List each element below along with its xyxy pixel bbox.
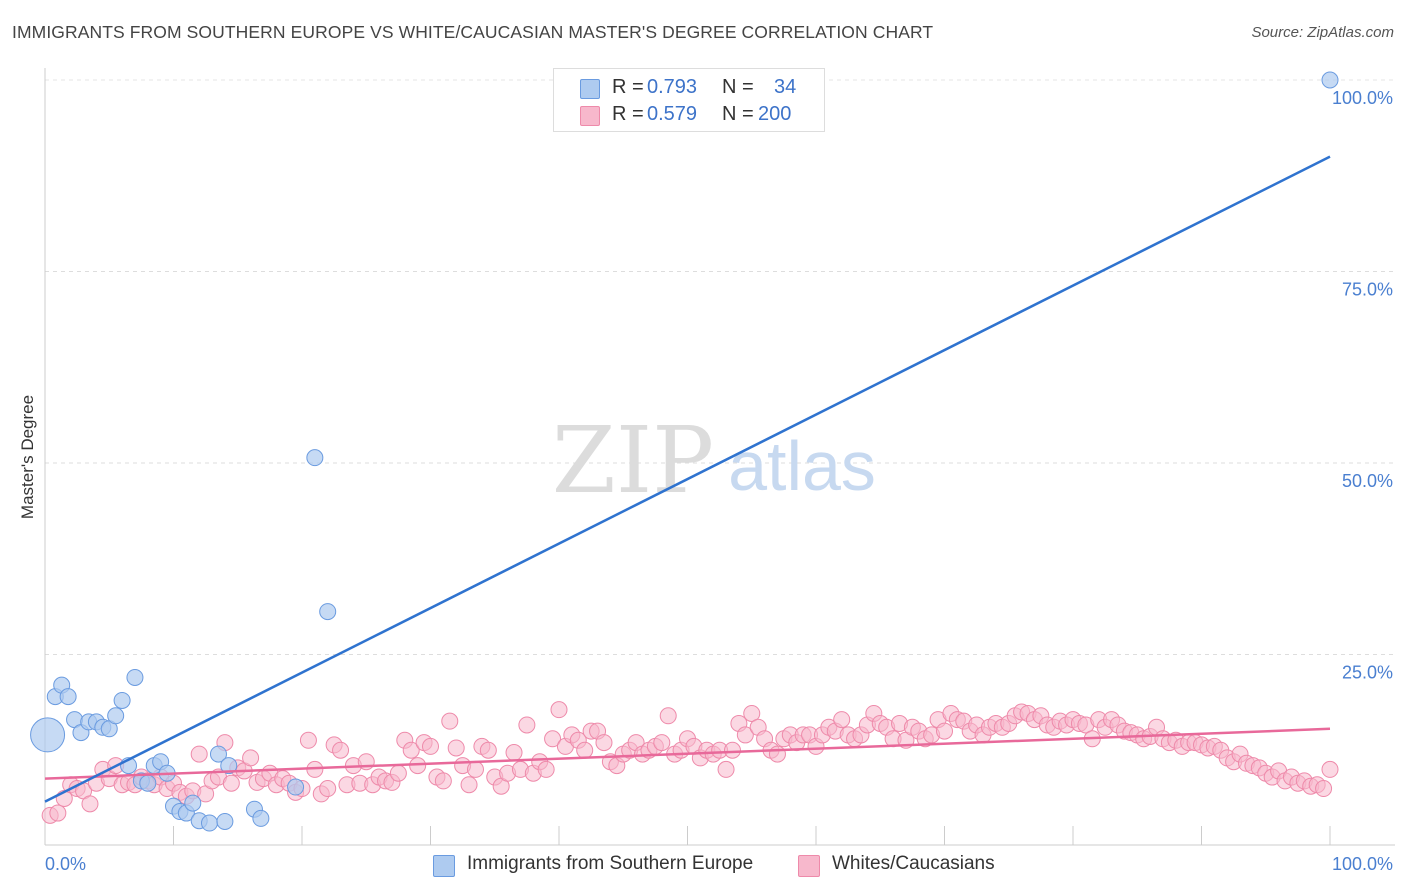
y-tick-label: 50.0% <box>1342 471 1393 491</box>
point-whites-caucasians <box>505 744 523 762</box>
bottom-legend-swatch-blue <box>433 855 455 877</box>
x-tick-label-max: 100.0% <box>1332 854 1393 874</box>
legend-r-value: 0.793 <box>647 76 698 98</box>
bottom-legend-swatch-pink <box>798 855 820 877</box>
point-whites-caucasians <box>768 745 786 763</box>
legend: R = 0.793 N = 34 R = 0.579 N = 200 <box>553 68 825 132</box>
watermark-zip: ZIP <box>552 407 714 514</box>
point-whites-caucasians <box>717 760 735 778</box>
point-whites-caucasians <box>723 741 741 759</box>
grid-lines <box>45 79 1395 655</box>
y-tick-label: 100.0% <box>1332 88 1393 108</box>
point-immigrants-southern-europe <box>209 745 227 763</box>
point-immigrants-highlighted <box>30 717 66 753</box>
point-whites-caucasians <box>447 739 465 757</box>
point-whites-caucasians <box>833 711 851 729</box>
trendline-immigrants-southern-europe <box>44 155 1331 803</box>
y-axis-title: Master's Degree <box>18 395 37 519</box>
point-whites-caucasians <box>653 734 671 752</box>
point-immigrants-southern-europe <box>113 691 131 709</box>
watermark: ZIP atlas <box>552 407 876 514</box>
point-immigrants-southern-europe <box>200 814 218 832</box>
legend-r-label: R = <box>612 76 644 98</box>
axis-labels: 25.0% 50.0% 75.0% 100.0% 0.0% 100.0% Master's … <box>18 88 1393 874</box>
point-whites-caucasians <box>49 804 67 822</box>
point-whites-caucasians <box>402 741 420 759</box>
trend-lines <box>44 155 1331 803</box>
point-whites-caucasians <box>479 741 497 759</box>
point-whites-caucasians <box>460 776 478 794</box>
point-immigrants-southern-europe <box>252 809 270 827</box>
point-whites-caucasians <box>319 780 337 798</box>
point-immigrants-southern-europe <box>1321 71 1339 89</box>
trendline-whites-caucasians <box>44 727 1331 780</box>
point-whites-caucasians <box>466 760 484 778</box>
legend-n-value: 200 <box>758 103 792 125</box>
bottom-legend-label: Immigrants from Southern Europe <box>467 853 754 874</box>
point-whites-caucasians <box>595 734 613 752</box>
legend-n-label: N = <box>722 103 754 125</box>
point-whites-caucasians <box>544 730 562 748</box>
point-immigrants-southern-europe <box>319 603 337 621</box>
x-tick-label-min: 0.0% <box>45 854 86 874</box>
point-whites-caucasians <box>242 749 260 767</box>
point-whites-caucasians <box>441 712 459 730</box>
legend-row-pink: R = 0.579 N = 200 <box>554 102 824 128</box>
point-whites-caucasians <box>576 741 594 759</box>
point-immigrants-southern-europe <box>107 707 125 725</box>
bottom-legend-label: Whites/Caucasians <box>832 853 995 874</box>
point-immigrants-southern-europe <box>306 449 324 467</box>
point-whites-caucasians <box>434 772 452 790</box>
series-immigrants-southern-europe <box>30 71 1339 832</box>
legend-n-label: N = <box>722 76 754 98</box>
legend-swatch-blue <box>580 79 600 99</box>
point-whites-caucasians <box>1321 760 1339 778</box>
point-whites-caucasians <box>332 741 350 759</box>
point-whites-caucasians <box>389 764 407 782</box>
legend-n-value: 34 <box>774 76 797 98</box>
legend-r-value: 0.579 <box>647 103 698 125</box>
point-immigrants-southern-europe <box>287 778 305 796</box>
point-whites-caucasians <box>736 726 754 744</box>
watermark-atlas: atlas <box>728 427 876 505</box>
point-whites-caucasians <box>659 707 677 725</box>
point-immigrants-southern-europe <box>139 774 157 792</box>
point-immigrants-southern-europe <box>126 668 144 686</box>
point-whites-caucasians <box>1315 780 1333 798</box>
point-immigrants-southern-europe <box>59 688 77 706</box>
point-immigrants-southern-europe <box>220 757 238 775</box>
point-whites-caucasians <box>299 731 317 749</box>
point-whites-caucasians <box>550 701 568 719</box>
point-whites-caucasians <box>743 704 761 722</box>
point-whites-caucasians <box>190 745 208 763</box>
point-whites-caucasians <box>518 716 536 734</box>
point-whites-caucasians <box>81 795 99 813</box>
y-tick-label: 75.0% <box>1342 280 1393 300</box>
legend-row-blue: R = 0.793 N = 34 <box>554 75 824 101</box>
point-whites-caucasians <box>936 722 953 740</box>
chart-title: IMMIGRANTS FROM SOUTHERN EUROPE VS WHITE… <box>12 22 934 42</box>
legend-r-label: R = <box>612 103 644 125</box>
point-immigrants-southern-europe <box>184 794 202 812</box>
axes <box>44 68 1395 846</box>
legend-swatch-pink <box>580 106 600 126</box>
y-tick-label: 25.0% <box>1342 663 1393 683</box>
point-whites-caucasians <box>222 774 240 792</box>
point-immigrants-southern-europe <box>216 812 234 830</box>
source-note: Source: ZipAtlas.com <box>1251 24 1394 41</box>
point-whites-caucasians <box>537 760 555 778</box>
point-whites-caucasians <box>422 737 439 755</box>
